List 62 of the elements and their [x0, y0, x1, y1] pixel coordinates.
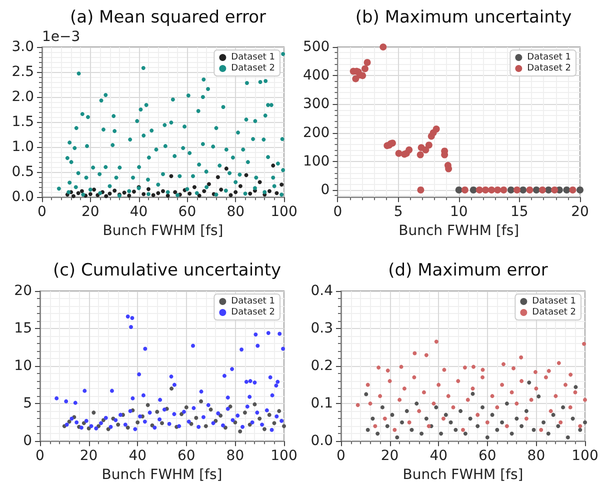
x-tick-label: 80	[226, 204, 245, 220]
legend-label: Dataset 1	[231, 296, 276, 306]
text: 1e−3	[42, 29, 80, 45]
x-tick-label: 20	[80, 448, 98, 464]
x-tick-label: 60	[478, 448, 496, 464]
y-tick-label: 0.3	[310, 320, 333, 337]
x-axis-title: Bunch FWHM [fs]	[402, 467, 524, 483]
y-tick-label: 0.5	[12, 164, 34, 180]
x-tick-label: 40	[128, 448, 147, 464]
x-tick-label: 100	[270, 204, 298, 220]
y-tick-label: 15	[14, 320, 32, 337]
y-tick-label: 10	[14, 358, 32, 374]
y-tick-label: 100	[302, 153, 330, 170]
x-tick-label: 100	[572, 448, 598, 464]
x-axis-title: Bunch FWHM [fs]	[102, 467, 222, 483]
x-tick-label: 0	[336, 448, 346, 464]
x-tick-label: 15	[510, 204, 528, 220]
y-tick-label: 0	[320, 182, 330, 198]
legend-label: Dataset 1	[532, 296, 576, 306]
y-tick-label: 400	[302, 68, 330, 84]
legend-label: Dataset 1	[527, 52, 572, 62]
x-tick-label: 80	[226, 448, 244, 464]
x-tick-label: 60	[178, 204, 196, 220]
x-tick-label: 0	[38, 204, 46, 220]
x-tick-label: 20	[81, 204, 100, 220]
chart-title: (a) Mean squared error	[70, 8, 266, 28]
y-tick-label: 0.4	[310, 283, 334, 299]
x-tick-label: 0	[36, 448, 44, 464]
x-axis-title: Bunch FWHM [fs]	[398, 223, 520, 239]
legend-label: Dataset 1	[231, 52, 276, 62]
chart-title: (b) Maximum uncertainty	[355, 8, 572, 28]
y-tick-label: 300	[302, 96, 330, 112]
legend-label: Dataset 2	[231, 64, 276, 74]
legend-label: Dataset 2	[532, 308, 576, 318]
x-tick-label: 80	[527, 448, 546, 464]
legend-label: Dataset 2	[527, 64, 572, 74]
x-tick-label: 20	[571, 204, 589, 220]
y-tick-label: 0	[23, 433, 32, 450]
y-tick-label: 200	[302, 124, 330, 141]
chart-title: (c) Cumulative uncertainty	[52, 260, 282, 280]
x-tick-label: 100	[270, 448, 298, 464]
y-tick-label: 1.5	[12, 114, 34, 130]
x-tick-label: 40	[430, 448, 448, 464]
x-tick-label: 40	[130, 204, 148, 220]
legend-label: Dataset 2	[231, 308, 276, 318]
y-tick-label: 0.1	[310, 396, 333, 412]
y-tick-label: 0.0	[12, 189, 34, 206]
x-axis-title: Bunch FWHM [fs]	[102, 223, 224, 239]
y-tick-label: 500	[302, 39, 330, 55]
x-tick-label: 20	[380, 448, 399, 464]
y-tick-label: 5	[23, 396, 32, 412]
y-tick-label: 0.2	[310, 358, 333, 374]
x-tick-label: 10	[450, 204, 468, 220]
y-tick-label: 2.5	[12, 64, 34, 80]
chart-title: (d) Maximum error	[388, 260, 548, 280]
y-tick-label: 2.0	[12, 89, 34, 106]
y-tick-label: 0.0	[310, 433, 333, 450]
x-tick-label: 5	[394, 204, 403, 220]
y-tick-label: 20	[14, 283, 32, 299]
y-tick-label: 3.0	[12, 39, 34, 55]
y-tick-label: 1.0	[12, 139, 34, 156]
x-tick-label: 60	[177, 448, 196, 464]
